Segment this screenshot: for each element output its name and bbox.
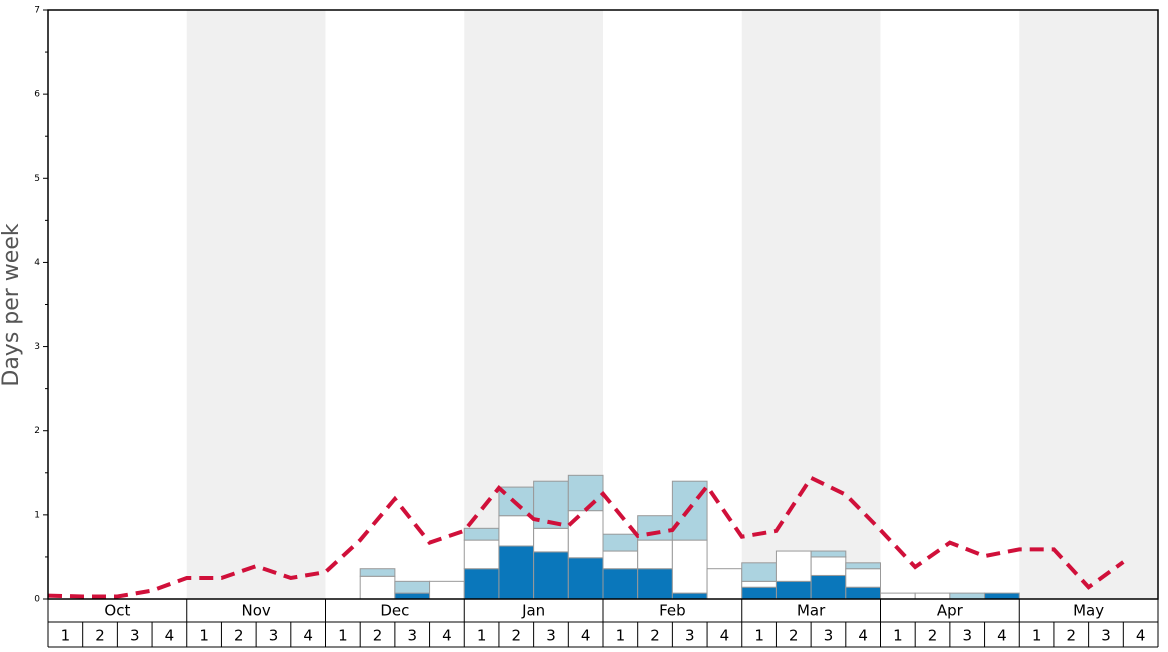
bar-segment [671, 539, 708, 594]
x-tick-label: 4 [165, 627, 175, 645]
x-tick-label: 1 [199, 627, 209, 645]
bar-segment [567, 474, 604, 512]
x-tick-label: 4 [442, 627, 452, 645]
bar-segment [498, 515, 535, 547]
x-tick-label: 1 [893, 627, 903, 645]
x-tick-label: 2 [1067, 627, 1077, 645]
bar-segment [429, 580, 465, 600]
bar-segment [984, 592, 1020, 600]
bar-segment [602, 533, 639, 552]
bar-segment [810, 556, 847, 576]
bar-segment [533, 551, 569, 600]
x-tick-label: 2 [95, 627, 105, 645]
bar-segment [463, 539, 500, 570]
x-tick-label: 2 [928, 627, 938, 645]
bar-segment [810, 550, 847, 558]
bar-segment [602, 568, 639, 600]
bar-segment [845, 562, 881, 570]
x-tick-label: 1 [754, 627, 764, 645]
month-label: Dec [380, 602, 409, 620]
bar-segment [671, 592, 708, 600]
x-tick-label: 3 [269, 627, 279, 645]
y-tick-label: 3 [34, 342, 40, 352]
x-tick-label: 2 [512, 627, 522, 645]
x-tick-label: 4 [1136, 627, 1146, 645]
x-tick-label: 4 [303, 627, 313, 645]
x-tick-label: 2 [234, 627, 244, 645]
y-tick-label: 2 [34, 426, 40, 436]
x-tick-label: 3 [824, 627, 834, 645]
month-label: Jan [521, 602, 545, 620]
month-label: Nov [241, 602, 270, 620]
bar-segment [498, 545, 535, 600]
x-tick-label: 3 [546, 627, 556, 645]
bar-segment [741, 562, 777, 582]
bar-segment [845, 568, 881, 588]
y-tick-label: 6 [34, 90, 40, 100]
x-tick-label: 2 [373, 627, 383, 645]
bar-segment [775, 550, 812, 582]
bar-segment [567, 510, 604, 559]
y-axis-label: Days per week [0, 223, 24, 386]
x-tick-label: 3 [130, 627, 140, 645]
x-tick-label: 4 [720, 627, 730, 645]
bar-segment [637, 539, 673, 570]
bar-segment [741, 586, 777, 600]
bar-segment [706, 568, 743, 600]
average-line [47, 475, 1125, 599]
x-tick-label: 4 [997, 627, 1007, 645]
x-tick-label: 3 [407, 627, 417, 645]
x-tick-label: 1 [477, 627, 487, 645]
month-shade [1019, 10, 1158, 599]
month-shade [186, 10, 326, 599]
bar-segment [567, 557, 604, 600]
x-tick-label: 4 [581, 627, 591, 645]
y-tick-label: 1 [34, 510, 40, 520]
y-tick-label: 0 [34, 595, 40, 605]
month-label: Apr [937, 602, 964, 620]
bar-segment [741, 580, 777, 588]
x-tick-label: 1 [616, 627, 626, 645]
month-shade [741, 10, 881, 599]
x-tick-label: 1 [338, 627, 348, 645]
x-tick-label: 3 [1101, 627, 1111, 645]
bar-segment [845, 586, 881, 600]
bar-segment [775, 580, 812, 600]
x-tick-label: 3 [685, 627, 695, 645]
bar-segment [637, 515, 673, 541]
bar-segment [463, 527, 500, 541]
bar-segment [359, 575, 396, 600]
month-label: Oct [104, 602, 130, 620]
month-label: Mar [797, 602, 826, 620]
x-tick-label: 4 [858, 627, 868, 645]
month-label: May [1073, 602, 1104, 620]
x-tick-label: 1 [61, 627, 71, 645]
bar-segment [880, 592, 916, 600]
bar-segment [463, 568, 500, 600]
y-tick-label: 7 [34, 6, 40, 16]
bar-segment [602, 550, 639, 570]
x-tick-label: 1 [1032, 627, 1042, 645]
x-tick-label: 3 [962, 627, 972, 645]
month-label: Feb [659, 602, 686, 620]
bar-segment [914, 592, 951, 600]
bar-segment [949, 592, 986, 600]
bar-segment [394, 592, 431, 600]
bar-segment [637, 568, 673, 600]
x-tick-label: 2 [650, 627, 660, 645]
y-tick-label: 4 [34, 258, 40, 268]
bar-segment [394, 580, 431, 594]
x-tick-label: 2 [789, 627, 799, 645]
bar-segment [359, 568, 396, 577]
bar-segment [810, 574, 847, 600]
bar-segment [533, 527, 569, 553]
y-tick-label: 5 [34, 174, 40, 184]
